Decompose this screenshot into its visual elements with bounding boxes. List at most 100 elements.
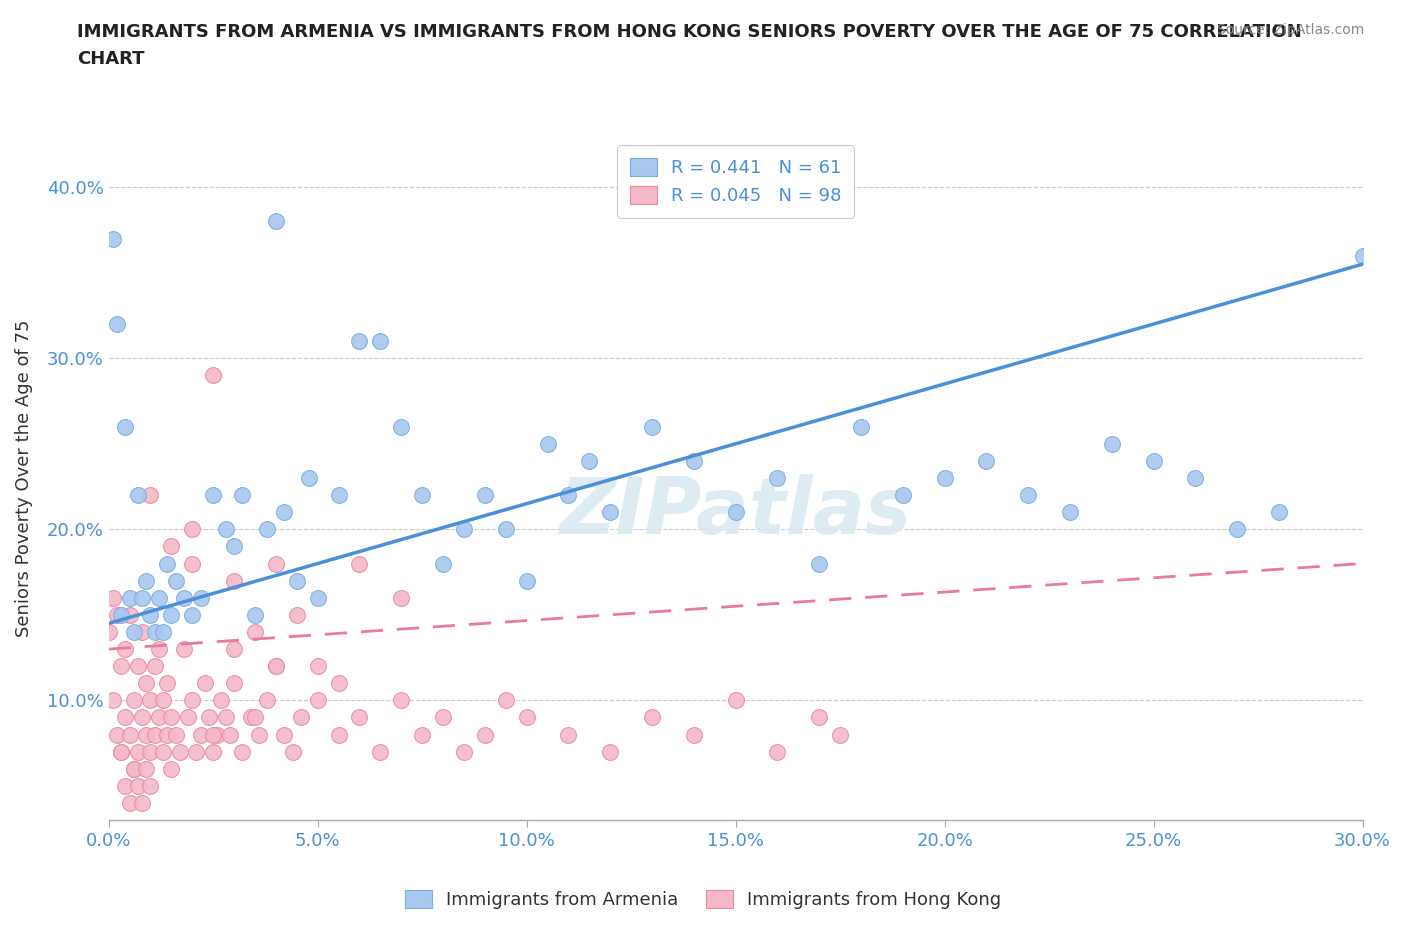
Point [105,727,128,742]
Point [173,642,195,657]
Point [198,710,221,724]
Point [110,744,132,759]
Point [766,744,789,759]
Point [231,744,253,759]
Point [181,522,204,537]
Point [1142,454,1164,469]
Point [599,744,621,759]
Point [349,710,371,724]
Point [432,710,454,724]
Point [101,231,124,246]
Point [139,693,162,708]
Point [222,573,245,588]
Point [349,334,371,349]
Point [1268,505,1291,520]
Point [264,658,287,673]
Point [202,487,225,502]
Point [256,522,278,537]
Point [135,727,157,742]
Point [243,607,266,622]
Point [131,710,153,724]
Point [122,762,145,777]
Point [243,710,266,724]
Point [118,607,141,622]
Legend: R = 0.441   N = 61, R = 0.045   N = 98: R = 0.441 N = 61, R = 0.045 N = 98 [617,145,855,218]
Point [122,625,145,640]
Point [214,522,236,537]
Point [578,454,600,469]
Point [114,710,136,724]
Point [349,556,371,571]
Point [256,693,278,708]
Point [474,727,496,742]
Point [641,710,664,724]
Point [190,727,212,742]
Point [281,744,304,759]
Point [135,573,157,588]
Point [389,693,412,708]
Point [891,487,914,502]
Point [97,625,120,640]
Point [186,744,208,759]
Point [160,710,183,724]
Point [724,505,747,520]
Point [139,744,162,759]
Point [160,539,183,554]
Point [432,556,454,571]
Point [1351,248,1374,263]
Point [285,607,308,622]
Point [264,214,287,229]
Point [474,487,496,502]
Point [110,607,132,622]
Point [1017,487,1039,502]
Point [682,454,704,469]
Point [641,419,664,434]
Point [135,762,157,777]
Text: Source: ZipAtlas.com: Source: ZipAtlas.com [1216,23,1364,37]
Point [207,727,229,742]
Point [682,727,704,742]
Point [273,505,295,520]
Point [849,419,872,434]
Point [307,693,329,708]
Point [152,693,174,708]
Point [328,727,350,742]
Point [148,710,170,724]
Point [307,591,329,605]
Point [222,539,245,554]
Point [122,693,145,708]
Point [127,778,149,793]
Point [143,727,166,742]
Point [139,607,162,622]
Point [1059,505,1081,520]
Point [143,625,166,640]
Point [599,505,621,520]
Point [118,591,141,605]
Point [139,778,162,793]
Point [181,693,204,708]
Point [156,676,179,691]
Point [976,454,998,469]
Point [808,710,831,724]
Point [273,727,295,742]
Point [328,676,350,691]
Point [194,676,217,691]
Point [169,744,191,759]
Point [231,487,253,502]
Point [516,710,538,724]
Point [202,368,225,383]
Point [127,487,149,502]
Point [173,591,195,605]
Point [211,693,233,708]
Point [165,573,187,588]
Point [152,744,174,759]
Point [1184,471,1206,485]
Point [285,573,308,588]
Y-axis label: Seniors Poverty Over the Age of 75: Seniors Poverty Over the Age of 75 [15,319,32,637]
Point [160,607,183,622]
Point [239,710,262,724]
Point [766,471,789,485]
Point [368,744,391,759]
Point [389,419,412,434]
Point [127,744,149,759]
